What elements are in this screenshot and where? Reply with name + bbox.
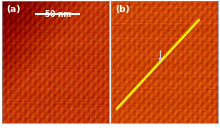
Text: (a): (a) — [6, 5, 21, 14]
Text: 50 nm: 50 nm — [45, 10, 71, 19]
Text: (b): (b) — [115, 5, 130, 14]
